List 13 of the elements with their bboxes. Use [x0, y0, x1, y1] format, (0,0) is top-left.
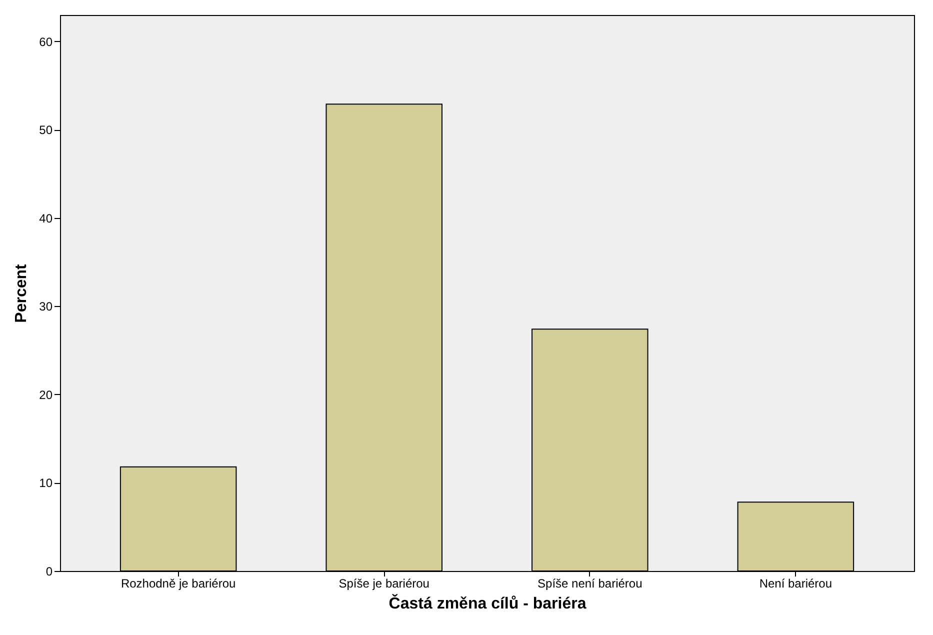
y-tick-label: 30 [39, 300, 53, 314]
y-tick-label: 60 [39, 34, 53, 49]
x-axis-title: Častá změna cílů - bariéra [388, 594, 586, 612]
y-tick-label: 10 [39, 476, 53, 490]
x-tick-label: Rozhodně je bariérou [120, 576, 236, 590]
y-tick-label: 50 [39, 123, 53, 138]
y-tick-label: 20 [39, 388, 53, 402]
x-tick-label: Není bariérou [759, 576, 832, 590]
y-tick-label: 40 [39, 211, 53, 226]
x-tick-label: Spíše není bariérou [538, 576, 642, 590]
y-tick-label: 0 [46, 564, 53, 578]
x-tick-label: Spíše je bariérou [338, 576, 430, 590]
y-axis-title: Percent [13, 263, 30, 323]
